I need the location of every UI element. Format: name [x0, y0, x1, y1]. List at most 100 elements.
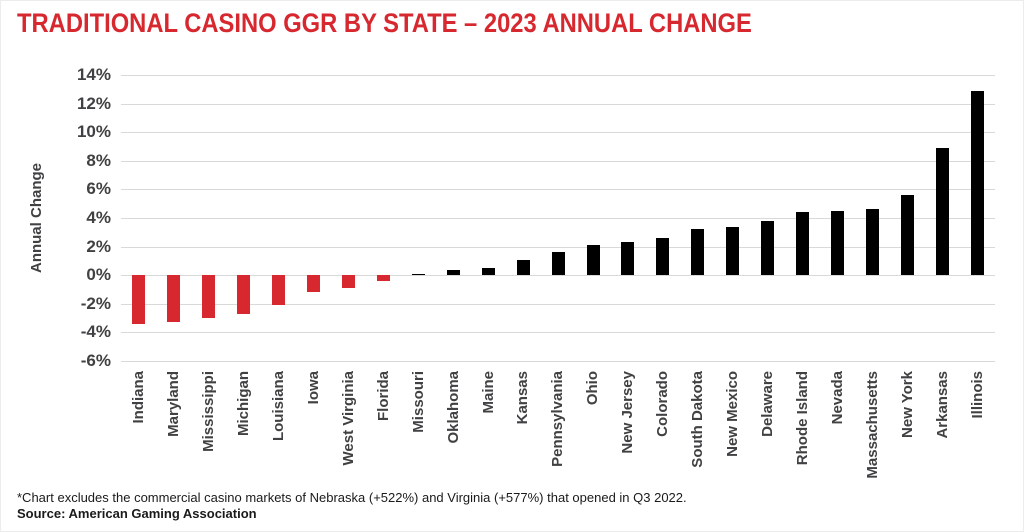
- x-label-cell: New Mexico: [715, 371, 750, 495]
- gridline: [121, 132, 995, 134]
- bar-michigan: [236, 275, 250, 314]
- plot-area: [121, 75, 995, 362]
- gridline: [121, 361, 995, 362]
- x-label-massachusetts: Massachusetts: [863, 371, 881, 479]
- x-label-cell: Colorado: [645, 371, 680, 495]
- x-label-kansas: Kansas: [514, 371, 532, 425]
- x-label-cell: Missouri: [401, 371, 436, 495]
- x-label-cell: Nevada: [820, 371, 855, 495]
- gridline: [121, 218, 995, 219]
- bar-kansas: [516, 259, 530, 276]
- x-label-cell: West Virginia: [331, 371, 366, 495]
- bar-delaware: [761, 220, 775, 276]
- y-tick-label: 0%: [86, 265, 111, 285]
- y-tick-label: 14%: [76, 65, 111, 84]
- x-label-cell: Michigan: [226, 371, 261, 495]
- x-label-colorado: Colorado: [654, 371, 672, 437]
- bar-rhode-island: [796, 212, 810, 276]
- y-tick-label: 10%: [76, 122, 111, 142]
- gridline: [121, 275, 995, 277]
- x-label-cell: Delaware: [750, 371, 785, 495]
- bar-iowa: [306, 275, 320, 293]
- gridline: [121, 103, 995, 105]
- bar-west-virginia: [341, 275, 355, 289]
- x-label-cell: Pennsylvania: [540, 371, 575, 495]
- y-tick-label: 12%: [76, 93, 111, 113]
- x-label-cell: Florida: [366, 371, 401, 495]
- bar-south-dakota: [691, 229, 705, 276]
- x-label-new-jersey: New Jersey: [619, 371, 637, 454]
- chart-title: TRADITIONAL CASINO GGR BY STATE – 2023 A…: [17, 8, 752, 38]
- gridline: [121, 303, 995, 305]
- bar-ohio: [586, 245, 600, 276]
- x-label-oklahoma: Oklahoma: [444, 371, 462, 444]
- x-label-west-virginia: West Virginia: [339, 371, 357, 466]
- x-label-new-york: New York: [898, 371, 916, 438]
- gridline: [121, 189, 995, 191]
- y-tick-label: 8%: [86, 150, 111, 170]
- bar-new-mexico: [726, 226, 740, 276]
- bar-maryland: [166, 275, 180, 323]
- bar-indiana: [132, 275, 145, 324]
- bar-mississippi: [201, 275, 215, 319]
- x-label-iowa: Iowa: [304, 371, 322, 405]
- gridline: [121, 332, 995, 334]
- x-label-cell: Kansas: [505, 371, 540, 495]
- x-label-cell: Massachusetts: [855, 371, 890, 495]
- bar-louisiana: [271, 275, 285, 306]
- y-tick-label: -4%: [80, 322, 111, 342]
- x-label-cell: Arkansas: [925, 371, 960, 495]
- bar-missouri: [411, 273, 425, 276]
- x-label-cell: Rhode Island: [785, 371, 820, 495]
- bar-maine: [481, 268, 495, 276]
- x-label-maine: Maine: [479, 371, 497, 414]
- x-label-arkansas: Arkansas: [933, 371, 951, 439]
- bar-massachusetts: [866, 209, 880, 276]
- source-note: Source: American Gaming Association: [17, 506, 257, 521]
- bar-illinois: [971, 90, 984, 276]
- bar-nevada: [831, 210, 845, 276]
- footnote: *Chart excludes the commercial casino ma…: [17, 490, 687, 505]
- y-tick-label: 4%: [86, 208, 111, 227]
- x-label-cell: New York: [890, 371, 925, 495]
- x-label-cell: New Jersey: [610, 371, 645, 495]
- y-axis-tick-labels: 14% 12% 10% 8% 6% 4% 2% 0% -2% -4% -6%: [1, 65, 111, 370]
- x-label-indiana: Indiana: [129, 371, 147, 424]
- x-label-nevada: Nevada: [829, 371, 847, 425]
- x-label-cell: Louisiana: [261, 371, 296, 495]
- gridline: [121, 160, 995, 162]
- x-label-pennsylvania: Pennsylvania: [549, 371, 567, 467]
- y-tick-label: -6%: [80, 351, 111, 370]
- gridline: [121, 75, 995, 76]
- x-label-new-mexico: New Mexico: [724, 371, 742, 457]
- x-label-cell: Maine: [471, 371, 506, 495]
- x-label-cell: Ohio: [575, 371, 610, 495]
- y-tick-label: -2%: [80, 293, 111, 313]
- x-label-cell: Mississippi: [191, 371, 226, 495]
- x-axis-labels: Indiana Maryland Mississippi Michigan Louisi…: [121, 371, 995, 495]
- gridline: [121, 246, 995, 248]
- x-label-cell: South Dakota: [680, 371, 715, 495]
- y-tick-label: 6%: [86, 179, 111, 199]
- x-label-cell: Illinois: [960, 371, 995, 495]
- x-label-florida: Florida: [374, 371, 392, 422]
- bar-colorado: [656, 238, 670, 276]
- x-label-rhode-island: Rhode Island: [794, 371, 812, 466]
- bar-oklahoma: [446, 269, 460, 276]
- x-label-maryland: Maryland: [164, 371, 182, 437]
- x-label-missouri: Missouri: [409, 371, 427, 433]
- x-label-ohio: Ohio: [584, 371, 602, 406]
- x-label-illinois: Illinois: [968, 371, 986, 419]
- bar-arkansas: [936, 147, 950, 276]
- bar-new-jersey: [621, 242, 635, 276]
- bar-florida: [376, 275, 390, 281]
- y-tick-label: 2%: [86, 236, 111, 256]
- x-label-michigan: Michigan: [234, 371, 252, 437]
- bar-pennsylvania: [551, 252, 565, 276]
- x-label-mississippi: Mississippi: [199, 371, 217, 452]
- x-label-cell: Maryland: [156, 371, 191, 495]
- x-label-south-dakota: South Dakota: [689, 371, 707, 468]
- x-label-cell: Indiana: [121, 371, 156, 495]
- x-label-cell: Iowa: [296, 371, 331, 495]
